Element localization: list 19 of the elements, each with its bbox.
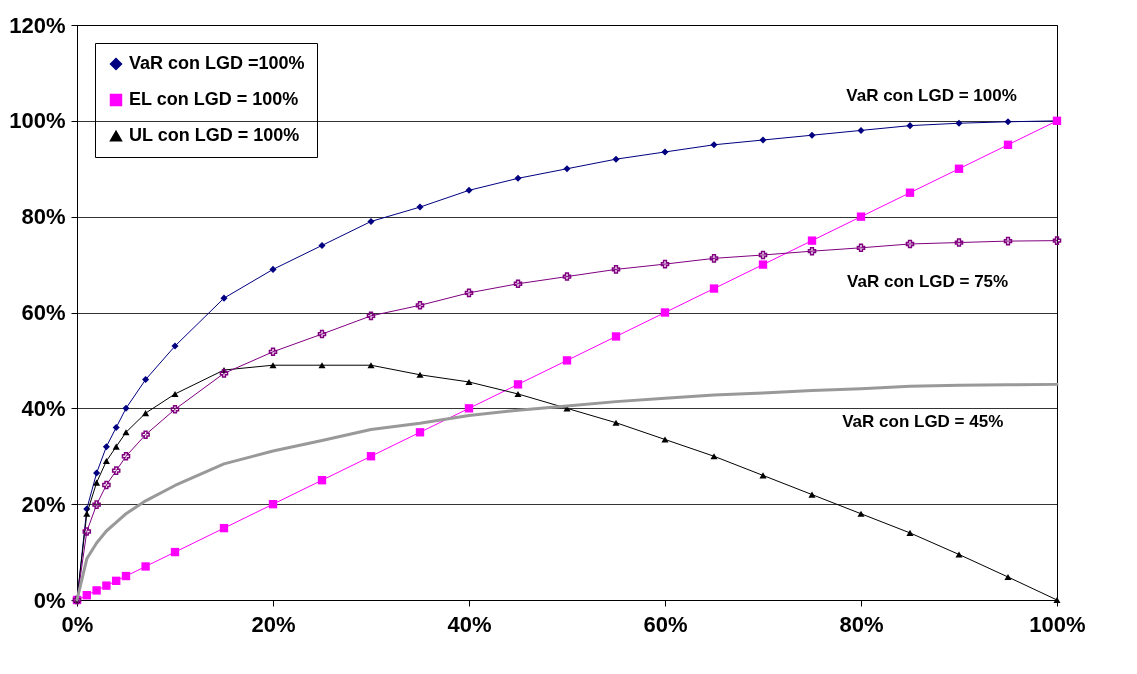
x-tick-label: 0% <box>61 611 94 637</box>
y-tick-label: 60% <box>21 300 66 325</box>
y-tick-label: 120% <box>9 12 66 38</box>
x-tick-label: 80% <box>839 611 884 637</box>
y-tick-label: 40% <box>21 395 66 421</box>
y-tick-label: 80% <box>21 204 66 230</box>
legend-label: UL con LGD = 100% <box>129 125 300 145</box>
annotation: VaR con LGD = 75% <box>847 272 1009 292</box>
y-tick-label: 20% <box>21 491 66 517</box>
x-tick-label: 40% <box>447 611 492 637</box>
annotation: VaR con LGD = 100% <box>846 85 1017 105</box>
x-tick-label: 100% <box>1029 611 1086 637</box>
legend-label: VaR con LGD =100% <box>129 53 305 73</box>
x-tick-label: 20% <box>251 611 296 637</box>
y-tick-label: 100% <box>9 108 66 134</box>
y-tick-label: 0% <box>33 587 66 613</box>
legend-label: EL con LGD = 100% <box>129 89 299 109</box>
x-tick-label: 60% <box>643 611 688 637</box>
annotation: VaR con LGD = 45% <box>842 411 1004 431</box>
